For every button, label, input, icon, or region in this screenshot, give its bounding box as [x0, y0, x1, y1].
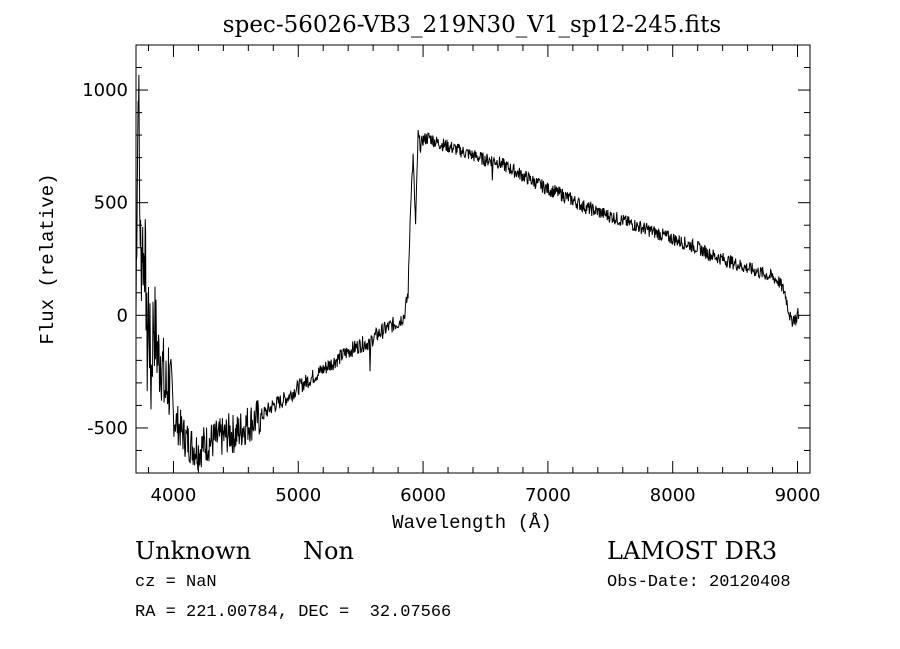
x-tick-label: 6000: [400, 485, 446, 506]
survey-label: LAMOST DR3: [607, 537, 778, 565]
x-tick-label: 8000: [650, 485, 696, 506]
y-axis-label: Flux (relative): [37, 173, 59, 344]
x-tick-label: 5000: [275, 485, 321, 506]
y-tick-label: 0: [117, 305, 128, 326]
x-tick-label: 9000: [775, 485, 821, 506]
x-tick-label: 4000: [151, 485, 197, 506]
x-axis-label: Wavelength (Å): [392, 512, 552, 534]
object-subclass: Non: [303, 537, 354, 565]
object-class: Unknown: [135, 537, 252, 565]
spectrum-chart: spec-56026-VB3_219N30_V1_sp12-245.fits 4…: [37, 12, 821, 534]
redshift-readout: cz = NaN: [135, 573, 217, 592]
x-tick-label: 7000: [525, 485, 571, 506]
flux-series-line: [135, 74, 800, 471]
y-tick-label: 1000: [82, 80, 128, 101]
coordinates-readout: RA = 221.00784, DEC = 32.07566: [135, 603, 452, 622]
obs-date: Obs-Date: 20120408: [607, 573, 791, 592]
axis-ticks: [136, 44, 810, 474]
y-tick-labels: -500 0 500 1000: [82, 80, 128, 439]
chart-title: spec-56026-VB3_219N30_V1_sp12-245.fits: [223, 12, 721, 38]
x-tick-labels: 4000 5000 6000 7000 8000 9000: [151, 485, 821, 506]
y-tick-label: -500: [87, 418, 128, 439]
y-tick-label: 500: [94, 193, 128, 214]
